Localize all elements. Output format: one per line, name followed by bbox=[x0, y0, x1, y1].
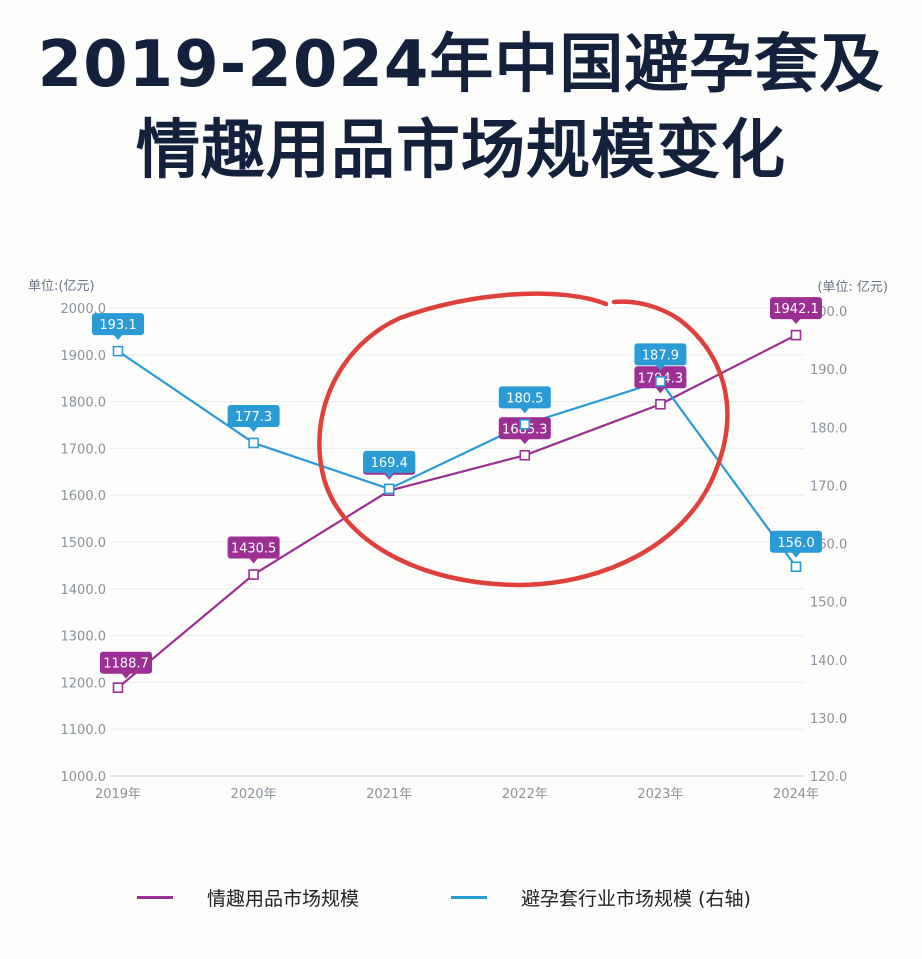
data-label-pointer bbox=[791, 318, 801, 325]
data-label-text: 169.4 bbox=[371, 456, 408, 471]
right-axis-tick-label: 120.0 bbox=[810, 770, 847, 785]
right-axis-tick-label: 170.0 bbox=[810, 479, 847, 494]
right-axis-tick-label: 180.0 bbox=[810, 421, 847, 436]
left-axis-tick-label: 1200.0 bbox=[61, 676, 107, 691]
data-label-bg bbox=[227, 404, 280, 427]
data-label-pointer bbox=[384, 471, 395, 478]
data-label-series-1: 1942.1 bbox=[770, 297, 822, 325]
data-label-series-1: 1188.7 bbox=[100, 651, 152, 679]
data-label-text: 1188.7 bbox=[103, 657, 149, 672]
data-label-bg bbox=[100, 651, 152, 674]
data-label-bg bbox=[770, 297, 822, 320]
data-label-pointer bbox=[655, 387, 666, 394]
data-point-series-2 bbox=[655, 376, 666, 387]
legend-label-series-1: 情趣用品市场规模 bbox=[207, 888, 360, 910]
data-label-text: 1685.3 bbox=[502, 422, 548, 437]
data-point-series-1 bbox=[519, 449, 531, 461]
data-label-bg bbox=[498, 386, 551, 409]
x-axis-tick-label: 2023年 bbox=[637, 787, 683, 802]
left-axis-tick-label: 1700.0 bbox=[61, 442, 107, 457]
data-label-text: 180.5 bbox=[506, 391, 543, 406]
data-label-series-2: 180.5 bbox=[498, 386, 551, 414]
data-label-series-2: 156.0 bbox=[770, 530, 822, 558]
data-point-series-1 bbox=[112, 682, 124, 693]
data-label-series-2: 177.3 bbox=[227, 404, 280, 432]
data-label-pointer bbox=[519, 407, 530, 414]
data-label-text: 156.0 bbox=[777, 536, 814, 551]
left-axis-tick-label: 1300.0 bbox=[61, 630, 107, 645]
right-axis-tick-label: 190.0 bbox=[810, 363, 847, 378]
x-axis-tick-label: 2019年 bbox=[95, 787, 141, 802]
left-axis-unit-label: 单位:(亿元) bbox=[28, 279, 95, 294]
title-line-1: 2019-2024年中国避孕套及 bbox=[37, 28, 885, 102]
data-point-series-1 bbox=[790, 329, 802, 341]
right-axis-tick-label: 130.0 bbox=[810, 712, 847, 727]
data-label-bg bbox=[634, 343, 687, 366]
left-axis-tick-label: 1500.0 bbox=[61, 536, 107, 551]
x-axis-tick-label: 2020年 bbox=[231, 787, 277, 802]
series-line-2 bbox=[117, 350, 797, 568]
data-label-series-1: 1430.5 bbox=[227, 536, 280, 564]
data-label-bg bbox=[227, 536, 280, 559]
data-label-bg bbox=[770, 530, 822, 553]
data-point-series-2 bbox=[790, 561, 802, 573]
data-label-series-2: 187.9 bbox=[634, 343, 687, 371]
series-line-1 bbox=[117, 334, 797, 689]
right-axis-unit-label: (单位: 亿元) bbox=[817, 280, 888, 295]
data-label-text: 177.3 bbox=[235, 410, 272, 425]
left-axis-tick-label: 1600.0 bbox=[61, 489, 107, 504]
x-axis-tick-label: 2022年 bbox=[502, 787, 548, 802]
left-axis-tick-label: 1000.0 bbox=[61, 770, 107, 785]
title-line-2: 情趣用品市场规模变化 bbox=[136, 114, 786, 188]
x-axis-tick-label: 2024年 bbox=[773, 787, 819, 802]
data-label-series-2: 169.4 bbox=[363, 450, 416, 478]
left-axis-tick-label: 1800.0 bbox=[61, 396, 107, 411]
data-point-series-1 bbox=[248, 569, 259, 580]
data-label-pointer bbox=[113, 334, 123, 341]
data-label-text: 187.9 bbox=[642, 348, 679, 363]
data-label-bg bbox=[363, 450, 416, 473]
data-point-series-2 bbox=[112, 345, 124, 357]
chart-title: 2019-2024年中国避孕套及 情趣用品市场规模变化 bbox=[0, 22, 922, 194]
right-axis-tick-label: 150.0 bbox=[810, 596, 847, 611]
right-axis-tick-label: 140.0 bbox=[810, 654, 847, 669]
data-label-pointer bbox=[248, 425, 259, 432]
data-label-pointer bbox=[121, 672, 131, 679]
left-axis-tick-label: 1400.0 bbox=[61, 583, 107, 598]
legend: 情趣用品市场规模 避孕套行业市场规模 (右轴) bbox=[0, 884, 922, 916]
legend-item-series-1: 情趣用品市场规模 bbox=[137, 884, 359, 911]
legend-label-series-2: 避孕套行业市场规模 (右轴) bbox=[521, 888, 751, 910]
left-axis-tick-label: 1900.0 bbox=[61, 349, 107, 364]
annotation-circle bbox=[317, 291, 730, 588]
data-label-text: 1942.1 bbox=[773, 302, 819, 317]
legend-swatch-series-2 bbox=[451, 896, 487, 899]
left-axis-tick-label: 1100.0 bbox=[61, 723, 107, 738]
data-label-pointer bbox=[791, 551, 801, 558]
data-label-bg bbox=[92, 313, 144, 336]
data-label-series-2: 193.1 bbox=[92, 313, 144, 341]
data-label-pointer bbox=[248, 557, 259, 564]
legend-item-series-2: 避孕套行业市场规模 (右轴) bbox=[451, 884, 751, 911]
data-label-text: 193.1 bbox=[99, 318, 136, 333]
data-point-series-2 bbox=[383, 483, 395, 495]
data-point-series-1 bbox=[655, 398, 666, 410]
legend-swatch-series-1 bbox=[137, 896, 173, 899]
data-point-series-2 bbox=[519, 419, 531, 430]
data-point-series-2 bbox=[248, 437, 259, 449]
x-axis-tick-label: 2021年 bbox=[366, 787, 412, 802]
data-label-text: 1430.5 bbox=[231, 542, 277, 557]
data-label-pointer bbox=[519, 438, 530, 445]
data-label-pointer bbox=[655, 364, 666, 371]
